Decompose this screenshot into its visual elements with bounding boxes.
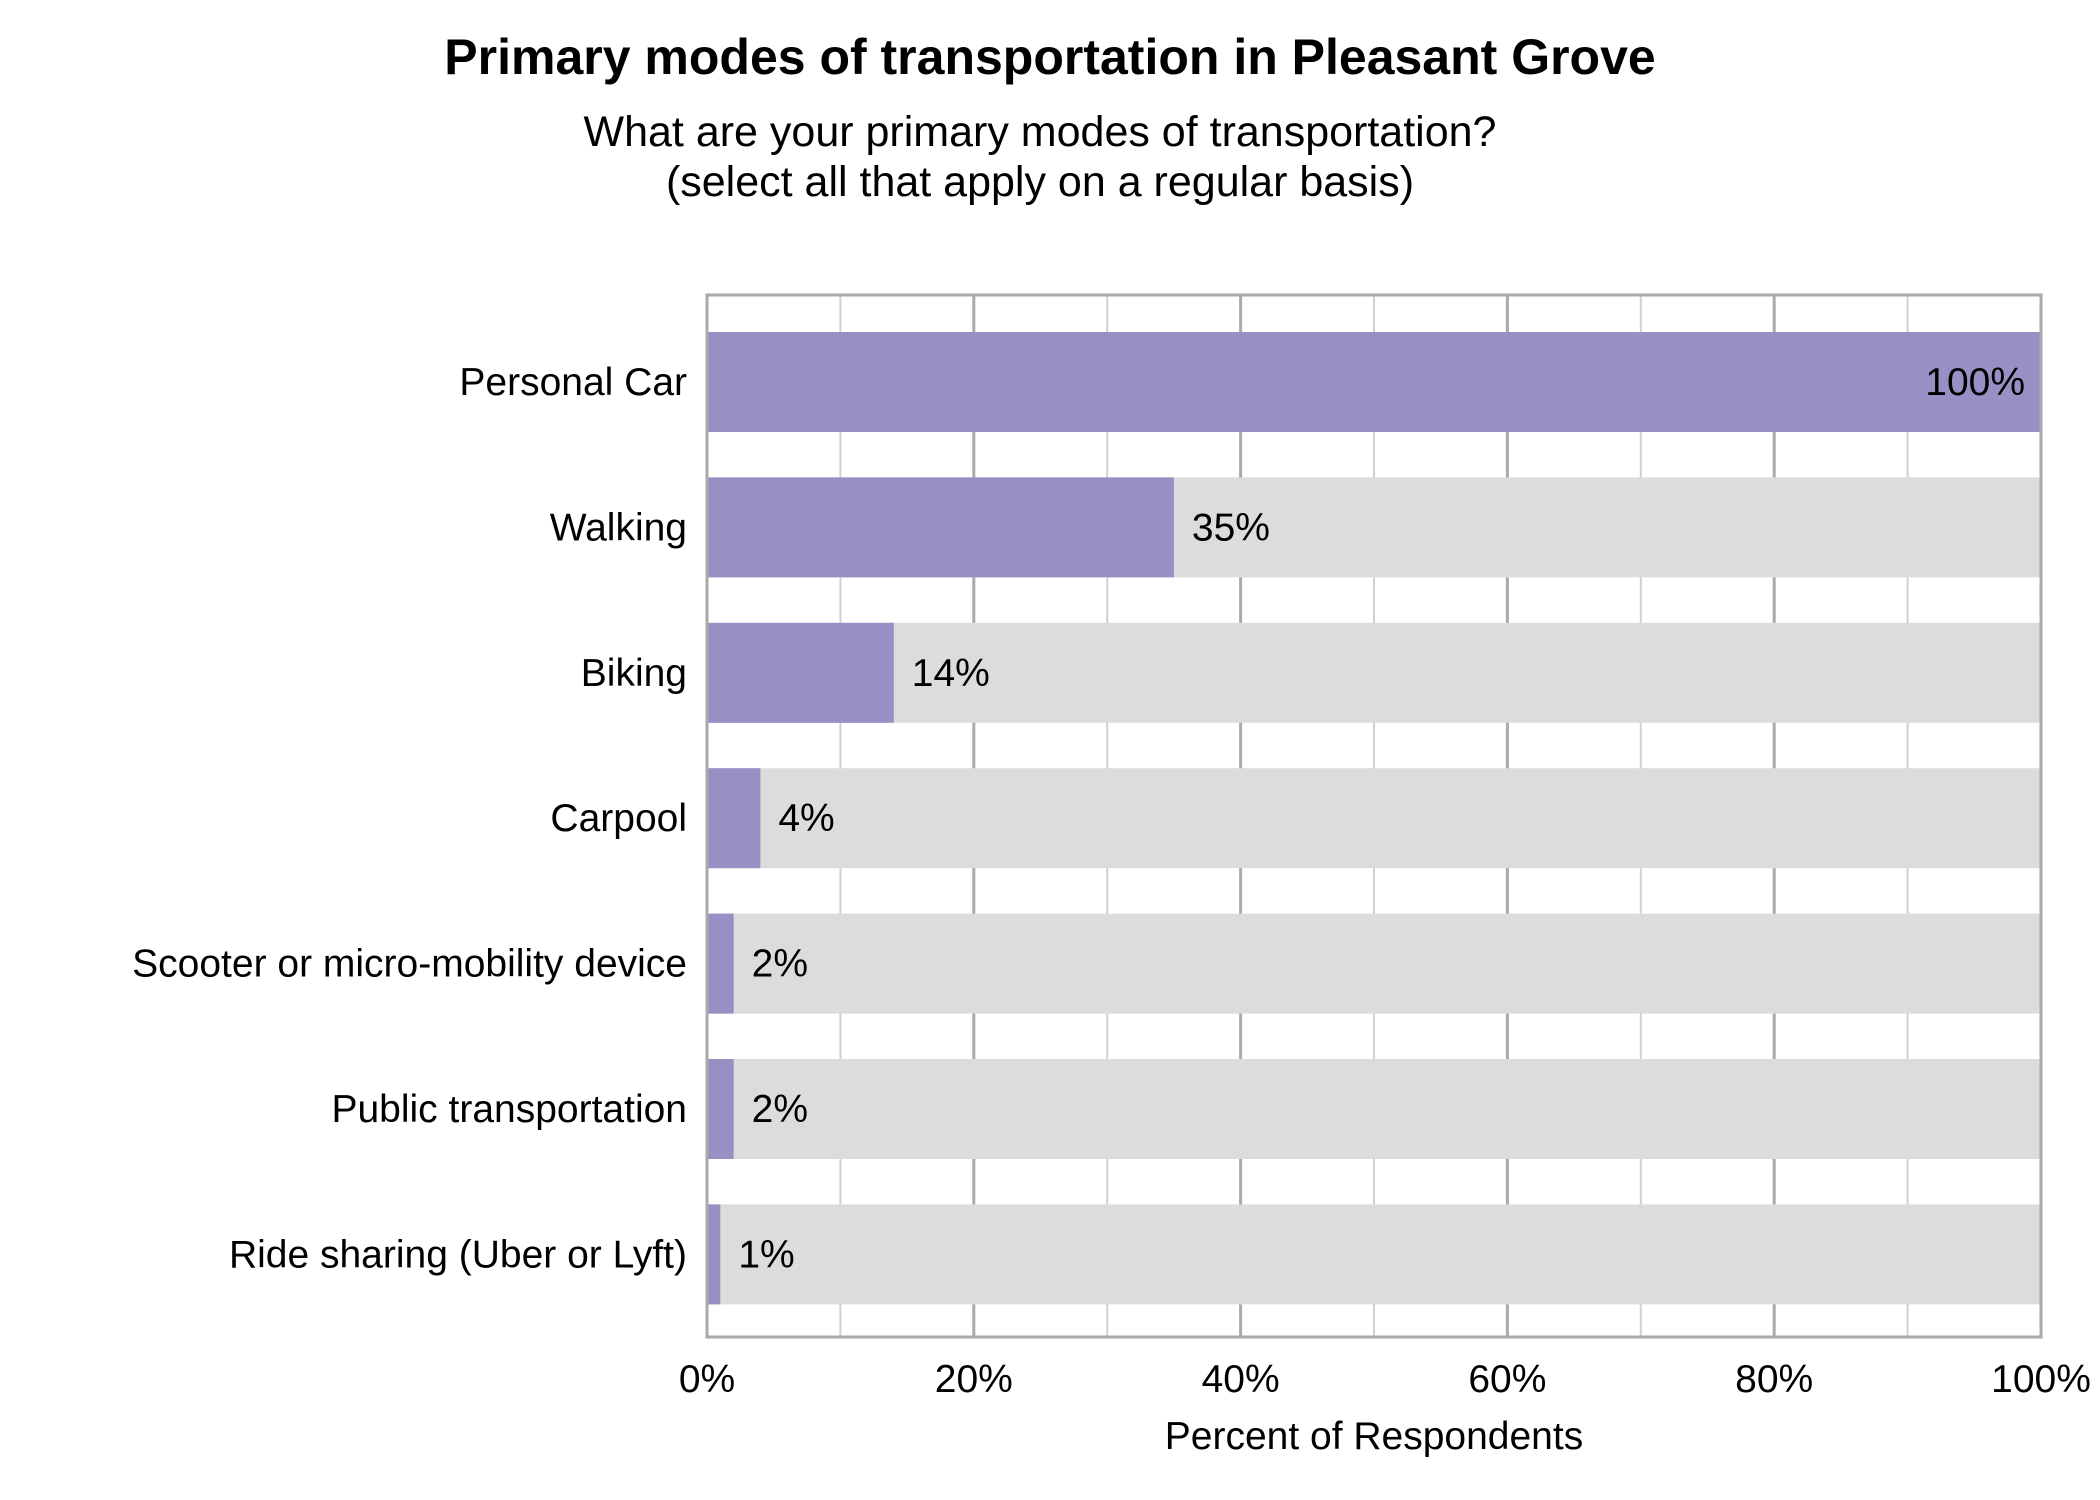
data-label: 1% [738, 1233, 794, 1276]
bar-background [707, 1204, 2041, 1305]
bar-background [707, 1059, 2041, 1159]
category-label: Public transportation [331, 1088, 687, 1131]
category-label: Biking [581, 652, 687, 695]
category-label: Scooter or micro-mobility device [132, 943, 687, 986]
bar [707, 913, 734, 1014]
data-label: 14% [912, 652, 990, 695]
bar [707, 768, 761, 869]
x-tick-label: 20% [935, 1358, 1013, 1401]
category-label: Walking [550, 506, 687, 549]
plot-frame [705, 293, 2043, 1339]
data-label: 2% [752, 1088, 808, 1131]
bar-background [707, 913, 2041, 1014]
bar [707, 622, 894, 723]
x-tick-label: 0% [679, 1358, 735, 1401]
data-label: 2% [752, 943, 808, 986]
bar-background [707, 622, 2041, 723]
data-label: 100% [1925, 361, 2025, 404]
x-tick-label: 80% [1735, 1358, 1813, 1401]
data-label: 4% [778, 797, 834, 840]
x-axis-label: Percent of Respondents [1165, 1415, 1583, 1458]
chart-subtitle-line1: What are your primary modes of transport… [583, 108, 1497, 156]
category-label: Ride sharing (Uber or Lyft) [229, 1233, 687, 1276]
chart-subtitle-line2: (select all that apply on a regular basi… [665, 158, 1415, 206]
bar [707, 332, 2041, 432]
category-label: Personal Car [459, 361, 687, 404]
bar-background [707, 768, 2041, 869]
data-label: 35% [1192, 506, 1270, 549]
bar [707, 1204, 721, 1305]
category-label: Carpool [550, 797, 687, 840]
chart-title: Primary modes of transportation in Pleas… [444, 29, 1656, 85]
bar [707, 1059, 734, 1159]
x-tick-label: 40% [1202, 1358, 1280, 1401]
x-tick-label: 100% [1991, 1358, 2091, 1401]
x-tick-label: 60% [1468, 1358, 1546, 1401]
bar [707, 477, 1174, 578]
